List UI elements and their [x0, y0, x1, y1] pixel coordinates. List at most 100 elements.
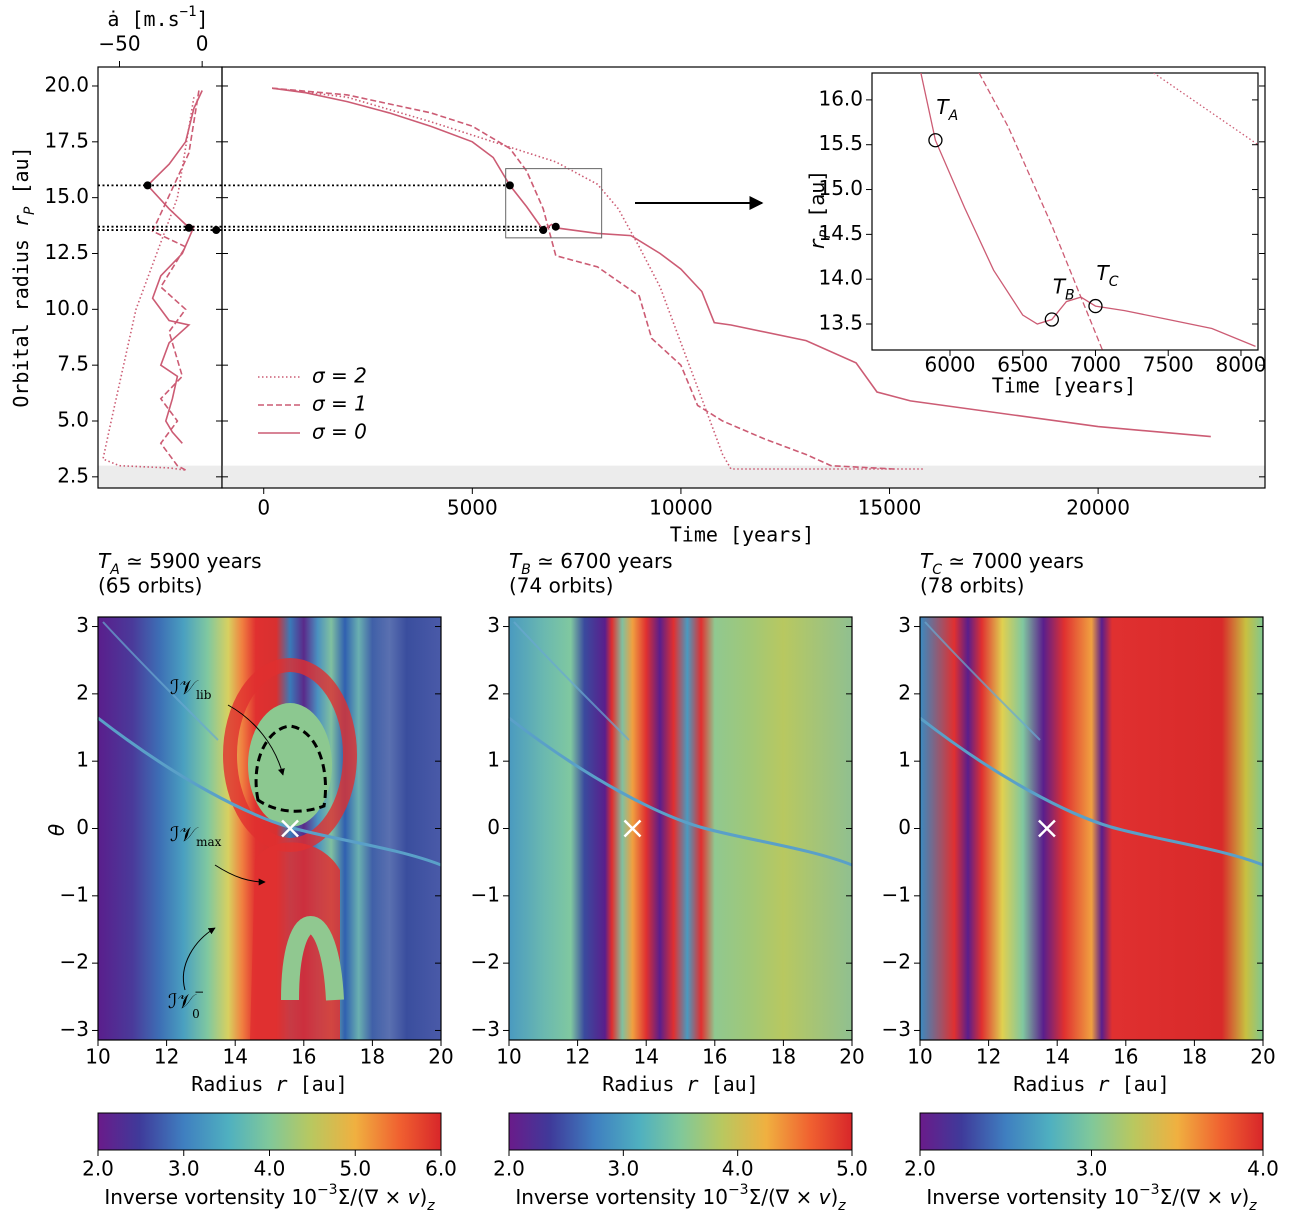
y-tick-label: −3: [882, 1017, 911, 1041]
colorbar-label: Inverse vortensity 10−3Σ/(∇ × v)z: [926, 1182, 1257, 1213]
label-part: r: [687, 1072, 699, 1096]
x-tick-label: 10: [907, 1045, 932, 1069]
y-tick-label: 2: [487, 680, 500, 704]
label-part: z: [1248, 1198, 1257, 1213]
y-tick-label: 15.0: [44, 184, 89, 208]
y-tick-label: 0: [76, 815, 89, 839]
colorbar-tick-label: 4.0: [722, 1157, 754, 1181]
marker: [184, 223, 193, 232]
label-part: v: [408, 1185, 421, 1209]
label-part: ≃ 7000 years: [942, 549, 1084, 573]
line-series: [272, 87, 923, 470]
label-part: −3: [1139, 1182, 1160, 1198]
x-tick-label: 16: [291, 1045, 316, 1069]
colorbar-tick-label: 3.0: [607, 1157, 639, 1181]
label-part: P: [818, 229, 834, 238]
colorbar-tick-label: 6.0: [425, 1157, 457, 1181]
label-part: C: [932, 562, 942, 578]
planet-marker: [623, 819, 642, 838]
annotation-arrow: [214, 864, 266, 886]
label-part: r: [276, 1072, 288, 1096]
x-tick-label: 20: [839, 1045, 864, 1069]
x-tick-label: 0: [257, 496, 270, 520]
axis-label: rP [au]: [805, 170, 835, 251]
colorbar-tick-label: 3.0: [1076, 1157, 1108, 1181]
shaded-region: [98, 465, 222, 488]
label-part: −3: [317, 1182, 338, 1198]
label-part: −3: [728, 1182, 749, 1198]
annotation-marker: [928, 133, 943, 148]
label-part: ): [1241, 1185, 1249, 1209]
field-feature: [281, 916, 344, 1001]
zoom-box: [505, 168, 603, 239]
x-tick-label: 12: [565, 1045, 590, 1069]
x-tick-label: 18: [1182, 1045, 1207, 1069]
label-part: T: [1096, 261, 1110, 285]
y-tick-label: 0: [487, 815, 500, 839]
field-feature: [248, 703, 332, 827]
x-tick-label: 10: [85, 1045, 110, 1069]
y-tick-label: 20.0: [44, 72, 89, 96]
annotation-label: TA: [936, 95, 958, 125]
annotation-label: ℐ𝒱max: [170, 822, 222, 849]
contour: [254, 724, 327, 813]
label-part: ≃ 6700 years: [531, 549, 673, 573]
annotation-arrow: [227, 704, 285, 776]
y-tick-label: 13.5: [818, 311, 863, 335]
y-tick-label: −2: [471, 950, 500, 974]
marker: [505, 181, 514, 190]
panel-title: TB ≃ 6700 years: [509, 549, 673, 579]
y-tick-label: 14.5: [818, 221, 863, 245]
x-tick-label: 20000: [1066, 496, 1130, 520]
y-tick-label: 3: [898, 613, 911, 637]
marker: [539, 226, 548, 235]
y-tick-label: 2.5: [57, 463, 89, 487]
y-tick-label: −2: [882, 950, 911, 974]
label-part: r: [1098, 1072, 1110, 1096]
shaded-region: [222, 465, 1265, 488]
label-part: v: [819, 1185, 832, 1209]
axis-label: ȧ [m.s−1]: [107, 4, 208, 31]
x-axis-label: Time [years]: [670, 523, 815, 547]
x-tick-label: 12: [976, 1045, 1001, 1069]
label-part: B: [1065, 288, 1075, 304]
y-tick-label: 1: [76, 748, 89, 772]
label-part: C: [1109, 274, 1119, 290]
y-tick-label: 3: [487, 613, 500, 637]
label-part: [au]: [288, 1072, 348, 1096]
label-part: A: [948, 108, 959, 124]
label-part: Radius: [1013, 1072, 1097, 1096]
label-part: Inverse vortensity 10: [926, 1185, 1139, 1209]
annotation-label: ℐ𝒱lib: [170, 675, 212, 702]
label-part: Σ/(∇ ×: [1160, 1185, 1230, 1209]
annotation-label: TC: [1096, 261, 1118, 291]
x-tick-label: 14: [633, 1045, 658, 1069]
label-part: T: [98, 549, 112, 573]
label-part: T: [920, 549, 934, 573]
y-tick-label: 16.0: [818, 86, 863, 110]
planet-marker: [281, 819, 299, 838]
label-part: Inverse vortensity 10: [515, 1185, 728, 1209]
spiral-wake: [102, 621, 219, 741]
label-part: Radius: [191, 1072, 275, 1096]
x-tick-label: 5000: [447, 496, 498, 520]
annotation-label: TB: [1053, 274, 1075, 304]
y-tick-label: 0: [898, 815, 911, 839]
marker: [551, 222, 560, 231]
x-tick-label: 16: [1113, 1045, 1138, 1069]
x-tick-label: 10: [496, 1045, 521, 1069]
colorbar-tick-label: 5.0: [836, 1157, 868, 1181]
spiral-wake: [513, 621, 630, 741]
x-tick-label: 7500: [1143, 353, 1194, 377]
y-tick-label: 5.0: [57, 407, 89, 431]
axis-label: Radius r [au]: [1013, 1072, 1170, 1096]
label-part: Σ/(∇ ×: [338, 1185, 408, 1209]
colorbar-tick-label: 3.0: [168, 1157, 200, 1181]
panel-title: (78 orbits): [920, 574, 1024, 598]
y-axis-label: θ: [45, 824, 69, 836]
x-tick-label: 6500: [997, 353, 1048, 377]
label-part: r: [805, 238, 829, 250]
spiral-wake: [919, 716, 1264, 867]
y-tick-label: 2: [898, 680, 911, 704]
annotation-arrow: [183, 927, 216, 991]
